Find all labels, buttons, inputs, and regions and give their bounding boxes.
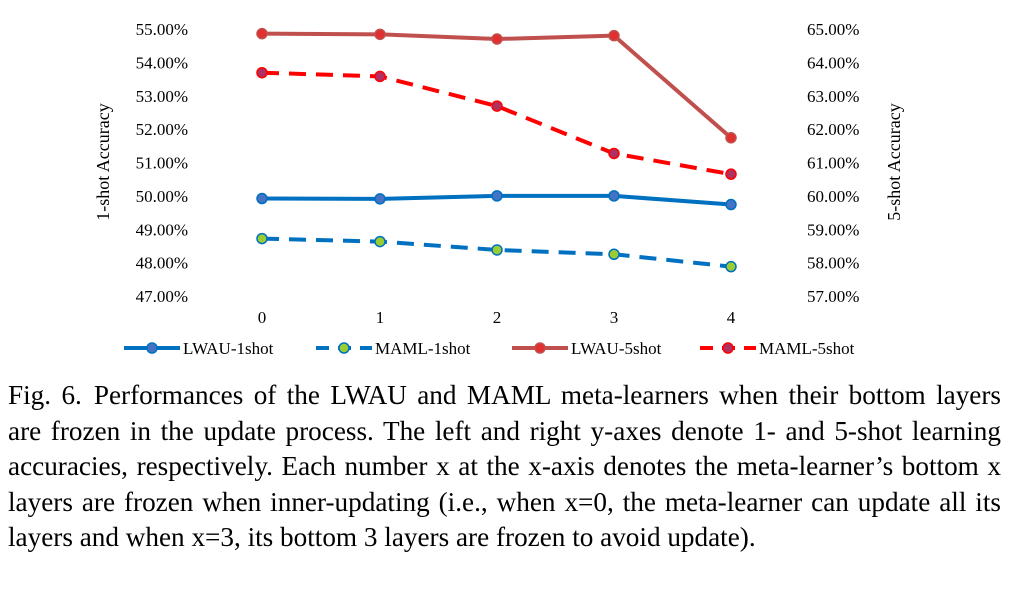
figure-label: Fig. 6. — [8, 380, 82, 410]
data-point-lwau-1shot — [725, 198, 737, 211]
data-point-maml-5shot — [256, 66, 268, 79]
x-tick-label: 2 — [493, 308, 502, 327]
legend-label: MAML-1shot — [375, 339, 471, 358]
legend-label: LWAU-5shot — [571, 339, 662, 358]
series-maml-1shot — [256, 232, 737, 273]
left-axis-title: 1-shot Accuracy — [93, 103, 113, 220]
data-point-lwau-5shot — [491, 33, 503, 45]
data-point-lwau-5shot — [374, 28, 386, 41]
caption-text: Performances of the LWAU and MAML meta-l… — [8, 380, 1002, 552]
left-axis-ticks: 47.00% 48.00% 49.00% 50.00% 51.00% 52.00% 53.0… — [136, 20, 188, 306]
legend-label: MAML-5shot — [759, 339, 855, 358]
right-tick-label: 59.00% — [807, 220, 859, 239]
data-point-maml-5shot — [725, 168, 737, 180]
data-point-lwau-1shot — [608, 190, 620, 202]
right-tick-label: 63.00% — [807, 87, 859, 106]
series-line-maml-1shot — [261, 236, 732, 269]
data-point-maml-1shot — [725, 260, 737, 273]
legend-marker — [146, 342, 158, 354]
right-tick-label: 58.00% — [807, 254, 859, 273]
data-point-maml-1shot — [491, 244, 503, 256]
legend-item-lwau-1shot: LWAU-1shot — [124, 339, 274, 358]
right-axis-title: 5-shot Accuracy — [884, 103, 904, 220]
data-point-maml-5shot — [374, 70, 386, 83]
data-point-maml-1shot — [374, 235, 386, 248]
data-point-lwau-5shot — [256, 27, 268, 40]
data-point-lwau-1shot — [374, 193, 386, 205]
series-line-maml-5shot — [261, 70, 732, 177]
legend-item-maml-1shot: MAML-1shot — [316, 339, 471, 358]
left-tick-label: 52.00% — [136, 120, 188, 139]
left-tick-label: 47.00% — [136, 287, 188, 306]
chart: 47.00% 48.00% 49.00% 50.00% 51.00% 52.00% 53.0… — [93, 20, 904, 358]
left-tick-label: 53.00% — [136, 87, 188, 106]
series-lwau-1shot — [256, 190, 737, 211]
x-tick-label: 0 — [258, 308, 267, 327]
legend: LWAU-1shot MAML-1shot LWAU-5shot MAML-5shot — [124, 339, 855, 358]
left-tick-label: 49.00% — [136, 220, 188, 239]
legend-label: LWAU-1shot — [183, 339, 274, 358]
series-lwau-5shot — [256, 27, 737, 144]
series-maml-5shot — [256, 66, 737, 180]
right-tick-label: 65.00% — [807, 20, 859, 39]
data-point-maml-1shot — [608, 248, 620, 261]
data-point-lwau-1shot — [491, 190, 503, 202]
data-point-lwau-1shot — [256, 192, 268, 205]
x-tick-label: 4 — [727, 308, 736, 327]
legend-marker — [534, 342, 546, 354]
right-tick-label: 57.00% — [807, 287, 859, 306]
data-point-lwau-5shot — [608, 29, 620, 42]
right-tick-label: 60.00% — [807, 187, 859, 206]
left-tick-label: 50.00% — [136, 187, 188, 206]
right-tick-label: 62.00% — [807, 120, 859, 139]
data-point-maml-5shot — [608, 147, 620, 160]
left-tick-label: 51.00% — [136, 154, 188, 173]
figure-caption: Fig. 6. Performances of the LWAU and MAML… — [8, 378, 1001, 556]
left-tick-label: 48.00% — [136, 254, 188, 273]
right-axis-ticks: 57.00% 58.00% 59.00% 60.00% 61.00% 62.00% 63.0… — [807, 20, 859, 306]
series-layer — [256, 27, 737, 273]
left-tick-label: 55.00% — [136, 20, 188, 39]
data-point-maml-5shot — [491, 100, 503, 112]
x-tick-label: 1 — [376, 308, 385, 327]
data-point-maml-1shot — [256, 232, 268, 245]
legend-marker — [338, 342, 350, 354]
left-tick-label: 54.00% — [136, 53, 188, 72]
legend-marker — [722, 342, 734, 354]
legend-item-lwau-5shot: LWAU-5shot — [512, 339, 662, 358]
data-point-lwau-5shot — [725, 132, 737, 144]
right-tick-label: 61.00% — [807, 154, 859, 173]
x-axis-ticks: 0 1 2 3 4 — [258, 308, 736, 327]
legend-item-maml-5shot: MAML-5shot — [700, 339, 855, 358]
series-line-lwau-5shot — [261, 31, 733, 140]
right-tick-label: 64.00% — [807, 53, 859, 72]
x-tick-label: 3 — [610, 308, 619, 327]
